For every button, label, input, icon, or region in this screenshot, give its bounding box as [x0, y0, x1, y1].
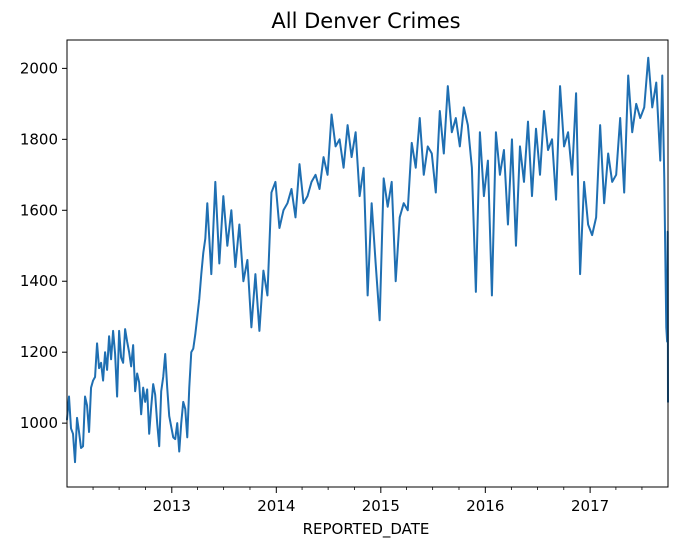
x-axis-label: REPORTED_DATE: [303, 520, 430, 539]
plot-frame: [66, 39, 669, 488]
x-tick-label: 2016: [466, 497, 504, 515]
chart-title: All Denver Crimes: [271, 9, 460, 33]
series-line-1: [66, 56, 669, 464]
y-tick-label: 1200: [20, 343, 58, 361]
x-tick-label: 2015: [362, 497, 400, 515]
x-tick-label: 2017: [571, 497, 609, 515]
y-tick-label: 1800: [20, 130, 58, 148]
y-axis: 1000 1200 1400 1600 1800 2000: [20, 59, 67, 432]
y-tick-label: 2000: [20, 59, 58, 77]
y-tick-label: 1000: [20, 414, 58, 432]
y-tick-label: 1400: [20, 272, 58, 290]
y-tick-label: 1600: [20, 201, 58, 219]
plot-series: [66, 56, 669, 464]
x-tick-label: 2014: [257, 497, 295, 515]
x-axis: 2013 2014 2015 2016 2017: [92, 487, 643, 515]
x-tick-label: 2013: [153, 497, 191, 515]
